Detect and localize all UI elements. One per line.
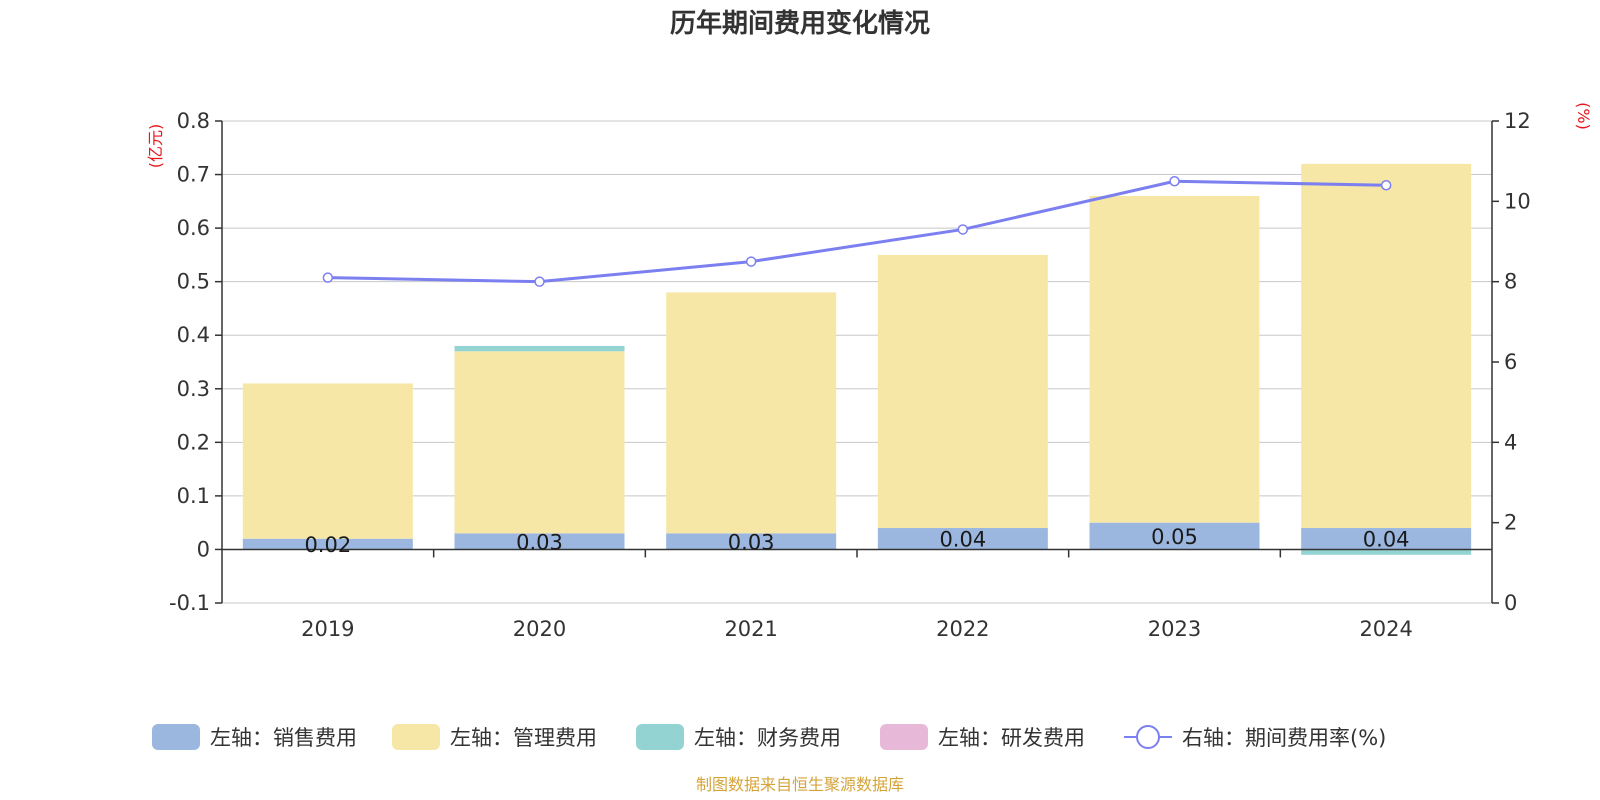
x-tick-label: 2021 (724, 617, 777, 641)
rate-point-2022 (957, 224, 969, 235)
grid-lines (222, 120, 1492, 604)
rate-point-2019 (322, 272, 334, 283)
rate-line (322, 176, 1392, 287)
legend-swatch (392, 724, 440, 750)
rate-line-path (327, 179, 1387, 284)
legend-label: 左轴：财务费用 (694, 726, 841, 750)
legend-label: 左轴：销售费用 (210, 726, 357, 750)
bar-2024-series-1 (1301, 163, 1472, 529)
chart-title: 历年期间费用变化情况 (670, 8, 930, 39)
left-tick-label: 0.5 (177, 270, 210, 294)
bar-2023-series-1 (1089, 195, 1260, 523)
legend-label: 左轴：研发费用 (938, 726, 1085, 750)
source-note: 制图数据来自恒生聚源数据库 (696, 775, 904, 794)
right-tick-label: 2 (1504, 511, 1517, 535)
bar-2022-series-1 (877, 254, 1048, 529)
bar-2020-series-2 (454, 345, 625, 352)
legend-item: 左轴：研发费用 (880, 724, 1085, 750)
legend-swatch (152, 724, 200, 750)
bar-2023-series-0 (1089, 522, 1260, 550)
rate-point-2024 (1380, 180, 1392, 191)
right-axis-unit: (%) (1574, 102, 1593, 130)
x-tick-label: 2022 (936, 617, 989, 641)
legend-item: 左轴：管理费用 (392, 724, 597, 750)
legend-item: 左轴：销售费用 (152, 724, 357, 750)
data-label-2019: 0.02 (304, 533, 351, 557)
left-tick-label: 0.2 (177, 430, 210, 454)
x-tick-label: 2024 (1359, 617, 1412, 641)
bar-2021-series-1 (666, 292, 837, 534)
left-axis-unit: (亿元) (146, 124, 165, 169)
left-tick-label: 0 (197, 537, 210, 561)
right-tick-label: 6 (1504, 350, 1517, 374)
left-tick-label: 0.8 (177, 109, 210, 133)
bar-2020-series-1 (454, 351, 625, 534)
data-label-2021: 0.03 (728, 530, 775, 554)
bar-2024-series-0 (1301, 528, 1472, 550)
legend: 左轴：销售费用 左轴：管理费用 左轴：财务费用 左轴：研发费用 右轴：期间费用率(%) (152, 724, 1386, 750)
data-label-2023: 0.05 (1151, 525, 1198, 549)
data-labels: 0.02 0.03 0.03 0.04 0.05 0.04 (304, 525, 1409, 557)
rate-point-2023 (1169, 176, 1180, 187)
rate-point-2021 (745, 256, 757, 267)
bar-series (242, 163, 1472, 555)
right-tick-label: 12 (1504, 109, 1531, 133)
data-label-2024: 0.04 (1363, 528, 1410, 552)
bar-2024-series-2 (1301, 549, 1472, 555)
bar-2021-series-0 (666, 533, 837, 550)
legend-item: 右轴：期间费用率(%) (1124, 725, 1386, 750)
right-tick-label: 10 (1504, 189, 1531, 213)
legend-item: 左轴：财务费用 (636, 724, 841, 750)
right-tick-label: 4 (1504, 430, 1517, 454)
x-tick-label: 2020 (513, 617, 566, 641)
right-tick-label: 8 (1504, 270, 1517, 294)
right-tick-label: 0 (1504, 591, 1517, 615)
left-tick-label: 0.1 (177, 484, 210, 508)
data-label-2020: 0.03 (516, 530, 563, 554)
left-tick-label: 0.4 (177, 323, 210, 347)
right-axis-ticks: 12 10 8 6 4 2 0 (1492, 109, 1531, 615)
bar-2020-series-0 (454, 533, 625, 550)
legend-label: 右轴：期间费用率(%) (1182, 726, 1386, 750)
rate-point-2020 (534, 276, 545, 287)
bar-2022-series-0 (877, 528, 1048, 550)
bar-2019-series-1 (242, 383, 413, 539)
data-label-2022: 0.04 (939, 528, 986, 552)
x-axis-ticks: 2019 2020 2021 2022 2023 2024 (301, 617, 1413, 641)
x-tick-label: 2019 (301, 617, 354, 641)
x-tick-label: 2023 (1148, 617, 1201, 641)
left-axis-ticks: 0.8 0.7 0.6 0.5 0.4 0.3 0.2 0.1 0 -0.1 (169, 109, 222, 615)
left-tick-label: 0.6 (177, 216, 210, 240)
legend-circle-swatch (1136, 725, 1160, 749)
legend-swatch (880, 724, 928, 750)
legend-label: 左轴：管理费用 (450, 726, 597, 750)
left-tick-label: 0.3 (177, 377, 210, 401)
left-tick-label: 0.7 (177, 163, 210, 187)
left-tick-label: -0.1 (169, 591, 210, 615)
bar-2019-series-0 (242, 538, 413, 550)
legend-swatch (636, 724, 684, 750)
